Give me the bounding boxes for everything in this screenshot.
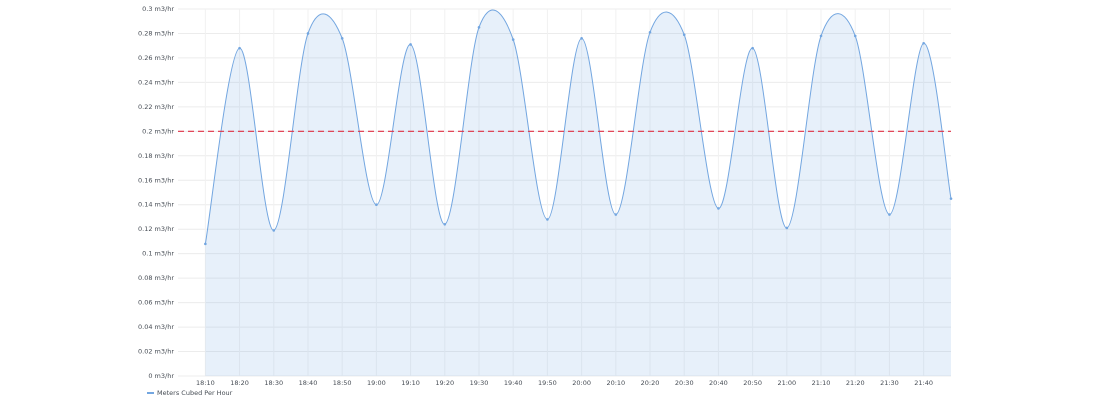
data-point — [306, 32, 310, 35]
x-tick-label: 19:20 — [435, 379, 454, 387]
x-tick-label: 18:20 — [230, 379, 249, 387]
x-tick-label: 18:10 — [196, 379, 215, 387]
y-tick-label: 0.06 m3/hr — [138, 299, 174, 307]
y-tick-label: 0.14 m3/hr — [138, 201, 174, 209]
x-tick-label: 18:50 — [333, 379, 352, 387]
x-tick-label: 21:00 — [777, 379, 796, 387]
series-area — [205, 10, 951, 377]
data-point — [717, 207, 720, 210]
x-tick-label: 21:40 — [914, 379, 933, 387]
y-tick-label: 0.16 m3/hr — [138, 176, 174, 184]
x-tick-label: 20:50 — [743, 379, 762, 387]
data-point — [614, 213, 618, 216]
data-point — [204, 242, 207, 246]
data-point — [949, 197, 953, 200]
data-point — [922, 41, 925, 45]
x-tick-label: 21:10 — [812, 379, 831, 387]
x-tick-label: 18:30 — [264, 379, 283, 387]
data-point — [682, 33, 686, 36]
y-tick-label: 0.2 m3/hr — [142, 127, 174, 135]
x-tick-label: 19:40 — [504, 379, 523, 387]
y-tick-label: 0.26 m3/hr — [138, 54, 174, 62]
x-tick-label: 21:20 — [846, 379, 865, 387]
y-tick-label: 0.22 m3/hr — [138, 103, 174, 111]
x-tick-label: 21:30 — [880, 379, 899, 387]
x-tick-label: 19:00 — [367, 379, 386, 387]
data-point — [751, 46, 754, 50]
x-tick-label: 20:30 — [675, 379, 694, 387]
data-point — [546, 218, 549, 221]
y-tick-label: 0.18 m3/hr — [138, 152, 174, 160]
x-tick-label: 20:10 — [606, 379, 625, 387]
data-point — [409, 43, 412, 46]
data-point — [853, 34, 857, 38]
data-point — [238, 46, 241, 50]
x-tick-label: 18:40 — [299, 379, 318, 387]
x-tick-label: 20:40 — [709, 379, 728, 387]
data-point — [272, 229, 276, 232]
data-point — [785, 226, 789, 230]
data-point — [888, 213, 891, 216]
data-point — [375, 203, 378, 207]
data-point — [340, 37, 344, 40]
y-tick-label: 0.04 m3/hr — [138, 323, 174, 331]
y-tick-label: 0.02 m3/hr — [138, 348, 174, 356]
series-line — [204, 9, 952, 244]
data-point — [443, 223, 447, 226]
data-point — [511, 38, 515, 41]
data-point — [477, 26, 481, 29]
y-tick-label: 0.28 m3/hr — [138, 29, 174, 37]
y-tick-label: 0.3 m3/hr — [142, 5, 174, 13]
x-tick-label: 19:30 — [470, 379, 489, 387]
y-tick-label: 0.12 m3/hr — [138, 225, 174, 233]
y-tick-label: 0.1 m3/hr — [142, 250, 174, 258]
x-tick-label: 19:50 — [538, 379, 557, 387]
legend-label: Meters Cubed Per Hour — [157, 389, 233, 397]
y-tick-label: 0 m3/hr — [148, 372, 174, 380]
y-tick-label: 0.08 m3/hr — [138, 274, 174, 282]
x-tick-label: 20:00 — [572, 379, 591, 387]
data-point — [648, 30, 652, 34]
x-tick-label: 19:10 — [401, 379, 420, 387]
y-tick-label: 0.24 m3/hr — [138, 78, 174, 86]
data-point — [580, 37, 583, 40]
data-point — [819, 34, 823, 38]
x-tick-label: 20:20 — [641, 379, 660, 387]
